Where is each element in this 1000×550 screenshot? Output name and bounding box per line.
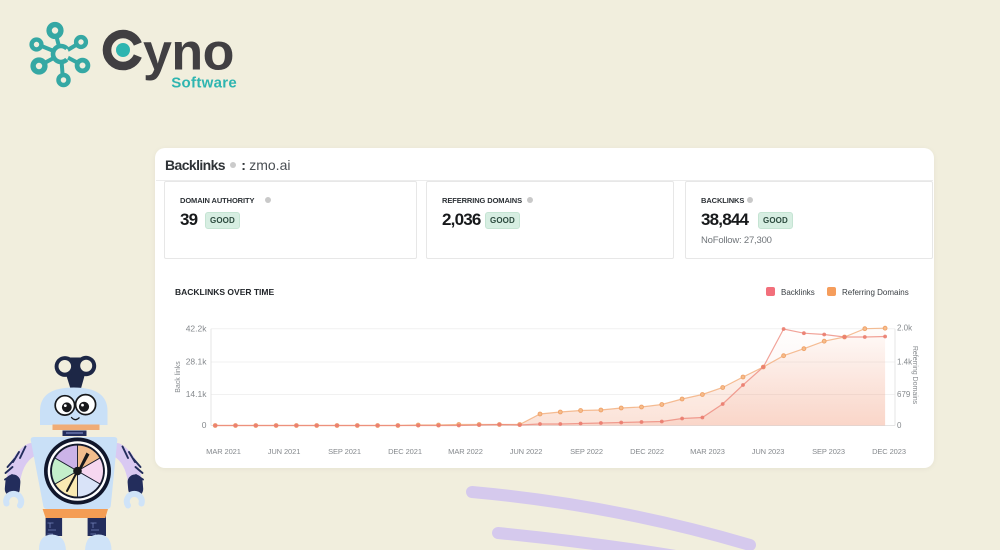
svg-text:28.1k: 28.1k xyxy=(186,357,208,367)
svg-text:Referring Domains: Referring Domains xyxy=(911,346,918,405)
svg-text:MAR 2021: MAR 2021 xyxy=(206,447,241,456)
svg-text:DEC 2022: DEC 2022 xyxy=(630,447,664,456)
svg-text:0: 0 xyxy=(897,421,902,430)
svg-text:SEP 2021: SEP 2021 xyxy=(328,447,361,456)
svg-text:MAR 2023: MAR 2023 xyxy=(690,447,725,456)
svg-text:DEC 2021: DEC 2021 xyxy=(388,447,422,456)
svg-text:SEP 2023: SEP 2023 xyxy=(812,447,845,456)
svg-text:679: 679 xyxy=(897,390,911,399)
svg-text:Software: Software xyxy=(171,75,237,92)
svg-text:42.2k: 42.2k xyxy=(186,324,208,334)
svg-text:Back links: Back links xyxy=(175,361,182,393)
svg-text:1.4k: 1.4k xyxy=(897,358,913,367)
svg-text:JUN 2021: JUN 2021 xyxy=(268,447,301,456)
svg-text:MAR 2022: MAR 2022 xyxy=(448,447,483,456)
svg-text:DEC 2023: DEC 2023 xyxy=(872,447,906,456)
svg-text:yno: yno xyxy=(143,24,234,82)
svg-text:0: 0 xyxy=(202,420,207,430)
svg-text:2.0k: 2.0k xyxy=(897,324,913,333)
svg-text:14.1k: 14.1k xyxy=(186,389,208,399)
svg-text:JUN 2022: JUN 2022 xyxy=(510,447,543,456)
svg-text:SEP 2022: SEP 2022 xyxy=(570,447,603,456)
svg-text:JUN 2023: JUN 2023 xyxy=(752,447,785,456)
